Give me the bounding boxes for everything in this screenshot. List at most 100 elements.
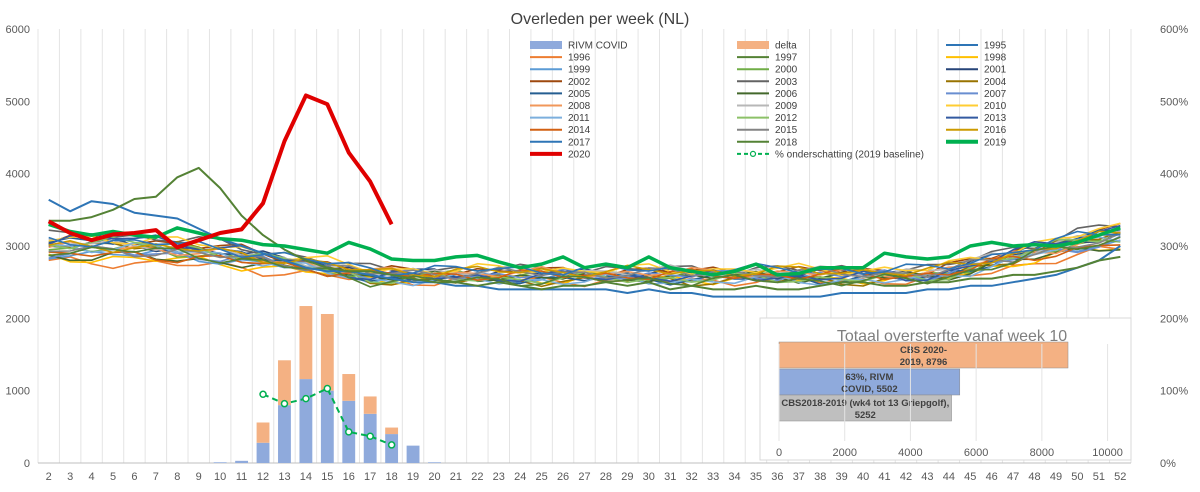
inset-tick-label: 0 — [776, 447, 782, 459]
pct-point — [387, 441, 396, 449]
x-tick-label: 32 — [686, 471, 698, 483]
bar-delta — [320, 313, 334, 391]
x-tick-label: 31 — [664, 471, 676, 483]
inset-x-axis: 0 2000 4000 6000 8000 10000 — [776, 344, 1123, 459]
x-tick-label: 9 — [196, 471, 202, 483]
inset-chart: Totaal oversterfte vanaf week 10 CBS 202… — [759, 317, 1132, 461]
legend-label: 2014 — [568, 125, 591, 136]
x-tick-label: 16 — [343, 471, 355, 483]
x-tick-label: 5 — [110, 471, 116, 483]
legend-label: RIVM COVID — [568, 41, 627, 52]
x-tick-label: 43 — [921, 471, 933, 483]
x-tick-label: 26 — [557, 471, 569, 483]
x-tick-label: 8 — [174, 471, 180, 483]
x-tick-label: 30 — [643, 471, 655, 483]
inset-bar-label: CBS2018-2019 (wk4 tot 13 Griepgolf), — [781, 398, 949, 409]
bar-rivm-covid — [428, 462, 441, 463]
x-tick-label: 2 — [46, 471, 52, 483]
legend-label: 2004 — [984, 77, 1007, 88]
bar-delta — [299, 306, 313, 380]
x-tick-label: 40 — [857, 471, 869, 483]
x-tick-label: 23 — [493, 471, 505, 483]
x-tick-label: 17 — [364, 471, 376, 483]
inset-bar-label: 63%, RIVM — [845, 372, 893, 383]
inset-bar-label: CBS 2020- — [900, 345, 947, 356]
legend-label: 2002 — [568, 77, 591, 88]
line-2019 — [48, 222, 1121, 277]
y-axis-right: 0% 100% 200% 300% 400% 500% 600% — [1160, 24, 1188, 470]
x-tick-label: 45 — [964, 471, 976, 483]
legend-label: % onderschatting (2019 baseline) — [775, 149, 924, 160]
y2-tick-label: 0% — [1160, 458, 1176, 470]
y2-tick-label: 600% — [1160, 24, 1188, 36]
y2-tick-label: 100% — [1160, 386, 1188, 398]
y2-tick-label: 300% — [1160, 241, 1188, 253]
x-axis: 2 3 4 5 6 7 8 9 10 11 12 13 14 15 16 17 18 19 20 21 22 23 24 25… — [46, 471, 1127, 483]
pct-point — [302, 394, 310, 403]
x-tick-label: 51 — [1093, 471, 1105, 483]
x-tick-label: 44 — [943, 471, 955, 483]
x-tick-label: 24 — [514, 471, 526, 483]
x-tick-label: 28 — [600, 471, 612, 483]
legend-label: 2007 — [984, 89, 1007, 100]
bar-series — [213, 306, 441, 463]
legend-label: 1995 — [984, 41, 1007, 52]
x-tick-label: 52 — [1114, 471, 1126, 483]
bar-delta — [363, 396, 377, 414]
inset-tick-label: 4000 — [898, 447, 922, 459]
bar-rivm-covid — [320, 390, 334, 463]
x-tick-label: 35 — [750, 471, 762, 483]
pct-point — [323, 384, 332, 393]
y-tick-label: 0 — [24, 458, 30, 470]
x-tick-label: 14 — [300, 471, 312, 483]
legend-label: 2013 — [984, 113, 1007, 124]
x-tick-label: 4 — [89, 471, 95, 483]
line-2009 — [48, 230, 1121, 278]
x-tick-label: 15 — [321, 471, 333, 483]
bar-delta — [278, 360, 291, 406]
x-tick-label: 29 — [621, 471, 633, 483]
bar-delta — [385, 427, 399, 435]
x-tick-label: 6 — [131, 471, 137, 483]
legend-label: 2008 — [568, 101, 591, 112]
legend-label: 2019 — [984, 137, 1007, 148]
legend-label: 2003 — [775, 77, 798, 88]
bar-rivm-covid — [256, 442, 270, 463]
legend-label: 1999 — [568, 65, 591, 76]
x-tick-label: 7 — [153, 471, 159, 483]
legend-label: 2005 — [568, 89, 591, 100]
x-tick-label: 20 — [428, 471, 440, 483]
x-tick-label: 33 — [707, 471, 719, 483]
bar-rivm-covid — [406, 445, 420, 463]
x-tick-label: 42 — [900, 471, 912, 483]
y-tick-label: 1000 — [6, 386, 30, 398]
bar-delta — [342, 374, 356, 401]
legend-swatch — [737, 41, 769, 49]
legend-label: 2000 — [775, 65, 798, 76]
y-tick-label: 6000 — [6, 24, 30, 36]
inset-tick-label: 8000 — [1030, 447, 1054, 459]
x-tick-label: 36 — [771, 471, 783, 483]
bar-delta — [256, 422, 270, 443]
legend-label: 2006 — [775, 89, 798, 100]
pct-point — [345, 428, 353, 436]
inset-bar-label: COVID, 5502 — [841, 384, 898, 395]
x-tick-label: 22 — [471, 471, 483, 483]
legend-swatch-marker — [749, 150, 757, 157]
x-tick-label: 38 — [814, 471, 826, 483]
x-tick-label: 41 — [878, 471, 890, 483]
line-series — [47, 93, 1121, 298]
legend-label: 2017 — [568, 137, 591, 148]
y2-tick-label: 200% — [1160, 313, 1188, 325]
bar-rivm-covid — [299, 379, 313, 463]
x-tick-label: 47 — [1007, 471, 1019, 483]
x-tick-label: 34 — [728, 471, 740, 483]
legend-label: 1996 — [568, 53, 591, 64]
legend-label: 2020 — [568, 149, 591, 160]
x-tick-label: 25 — [536, 471, 548, 483]
x-tick-label: 12 — [257, 471, 269, 483]
bar-rivm-covid — [213, 462, 227, 463]
legend-swatch — [530, 41, 562, 49]
line-2014 — [48, 244, 1121, 281]
